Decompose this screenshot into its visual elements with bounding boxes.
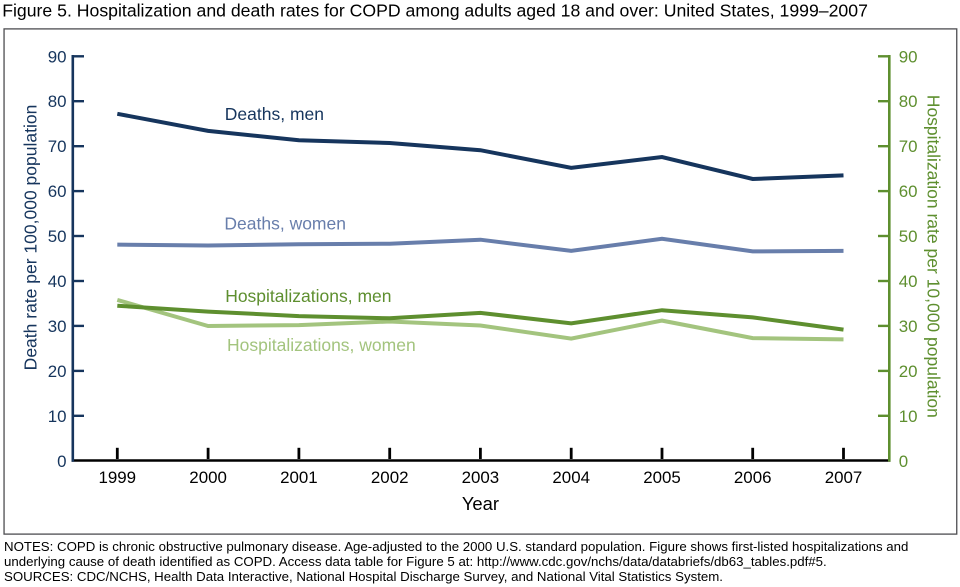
svg-text:80: 80	[899, 92, 918, 111]
svg-text:20: 20	[48, 362, 67, 381]
svg-text:20: 20	[899, 362, 918, 381]
svg-text:SOURCES: CDC/NCHS, Health Data: SOURCES: CDC/NCHS, Health Data Interacti…	[4, 569, 723, 584]
svg-text:1999: 1999	[99, 468, 137, 487]
svg-text:90: 90	[899, 47, 918, 66]
svg-text:40: 40	[899, 272, 918, 291]
svg-text:Death rate per 100,000 populat: Death rate per 100,000 population	[20, 105, 40, 371]
svg-text:70: 70	[899, 137, 918, 156]
svg-text:Deaths, women: Deaths, women	[224, 213, 346, 233]
svg-text:2007: 2007	[825, 468, 863, 487]
svg-text:Deaths, men: Deaths, men	[225, 104, 324, 124]
svg-text:80: 80	[48, 92, 67, 111]
svg-text:0: 0	[899, 452, 908, 471]
svg-text:Figure 5. Hospitalization and: Figure 5. Hospitalization and death rate…	[2, 1, 868, 21]
svg-text:10: 10	[899, 407, 918, 426]
svg-text:2003: 2003	[462, 468, 500, 487]
svg-text:60: 60	[48, 182, 67, 201]
svg-text:90: 90	[48, 47, 67, 66]
svg-text:2001: 2001	[280, 468, 318, 487]
svg-text:underlying cause of death iden: underlying cause of death identified as …	[4, 554, 827, 569]
svg-text:0: 0	[57, 452, 66, 471]
svg-text:2005: 2005	[643, 468, 681, 487]
svg-text:2004: 2004	[552, 468, 590, 487]
svg-text:Year: Year	[462, 493, 499, 514]
svg-text:2006: 2006	[734, 468, 772, 487]
svg-text:10: 10	[48, 407, 67, 426]
svg-text:30: 30	[899, 317, 918, 336]
svg-text:Hospitalization rate per 10,00: Hospitalization rate per 10,000 populati…	[924, 95, 944, 418]
svg-text:2002: 2002	[371, 468, 409, 487]
svg-text:60: 60	[899, 182, 918, 201]
svg-text:30: 30	[48, 317, 67, 336]
svg-text:70: 70	[48, 137, 67, 156]
svg-text:Hospitalizations, men: Hospitalizations, men	[225, 286, 391, 306]
svg-text:50: 50	[899, 227, 918, 246]
svg-text:Hospitalizations, women: Hospitalizations, women	[227, 335, 416, 355]
svg-text:NOTES: COPD is chronic obstruc: NOTES: COPD is chronic obstructive pulmo…	[4, 539, 908, 554]
svg-text:2000: 2000	[189, 468, 227, 487]
svg-text:40: 40	[48, 272, 67, 291]
svg-text:50: 50	[48, 227, 67, 246]
